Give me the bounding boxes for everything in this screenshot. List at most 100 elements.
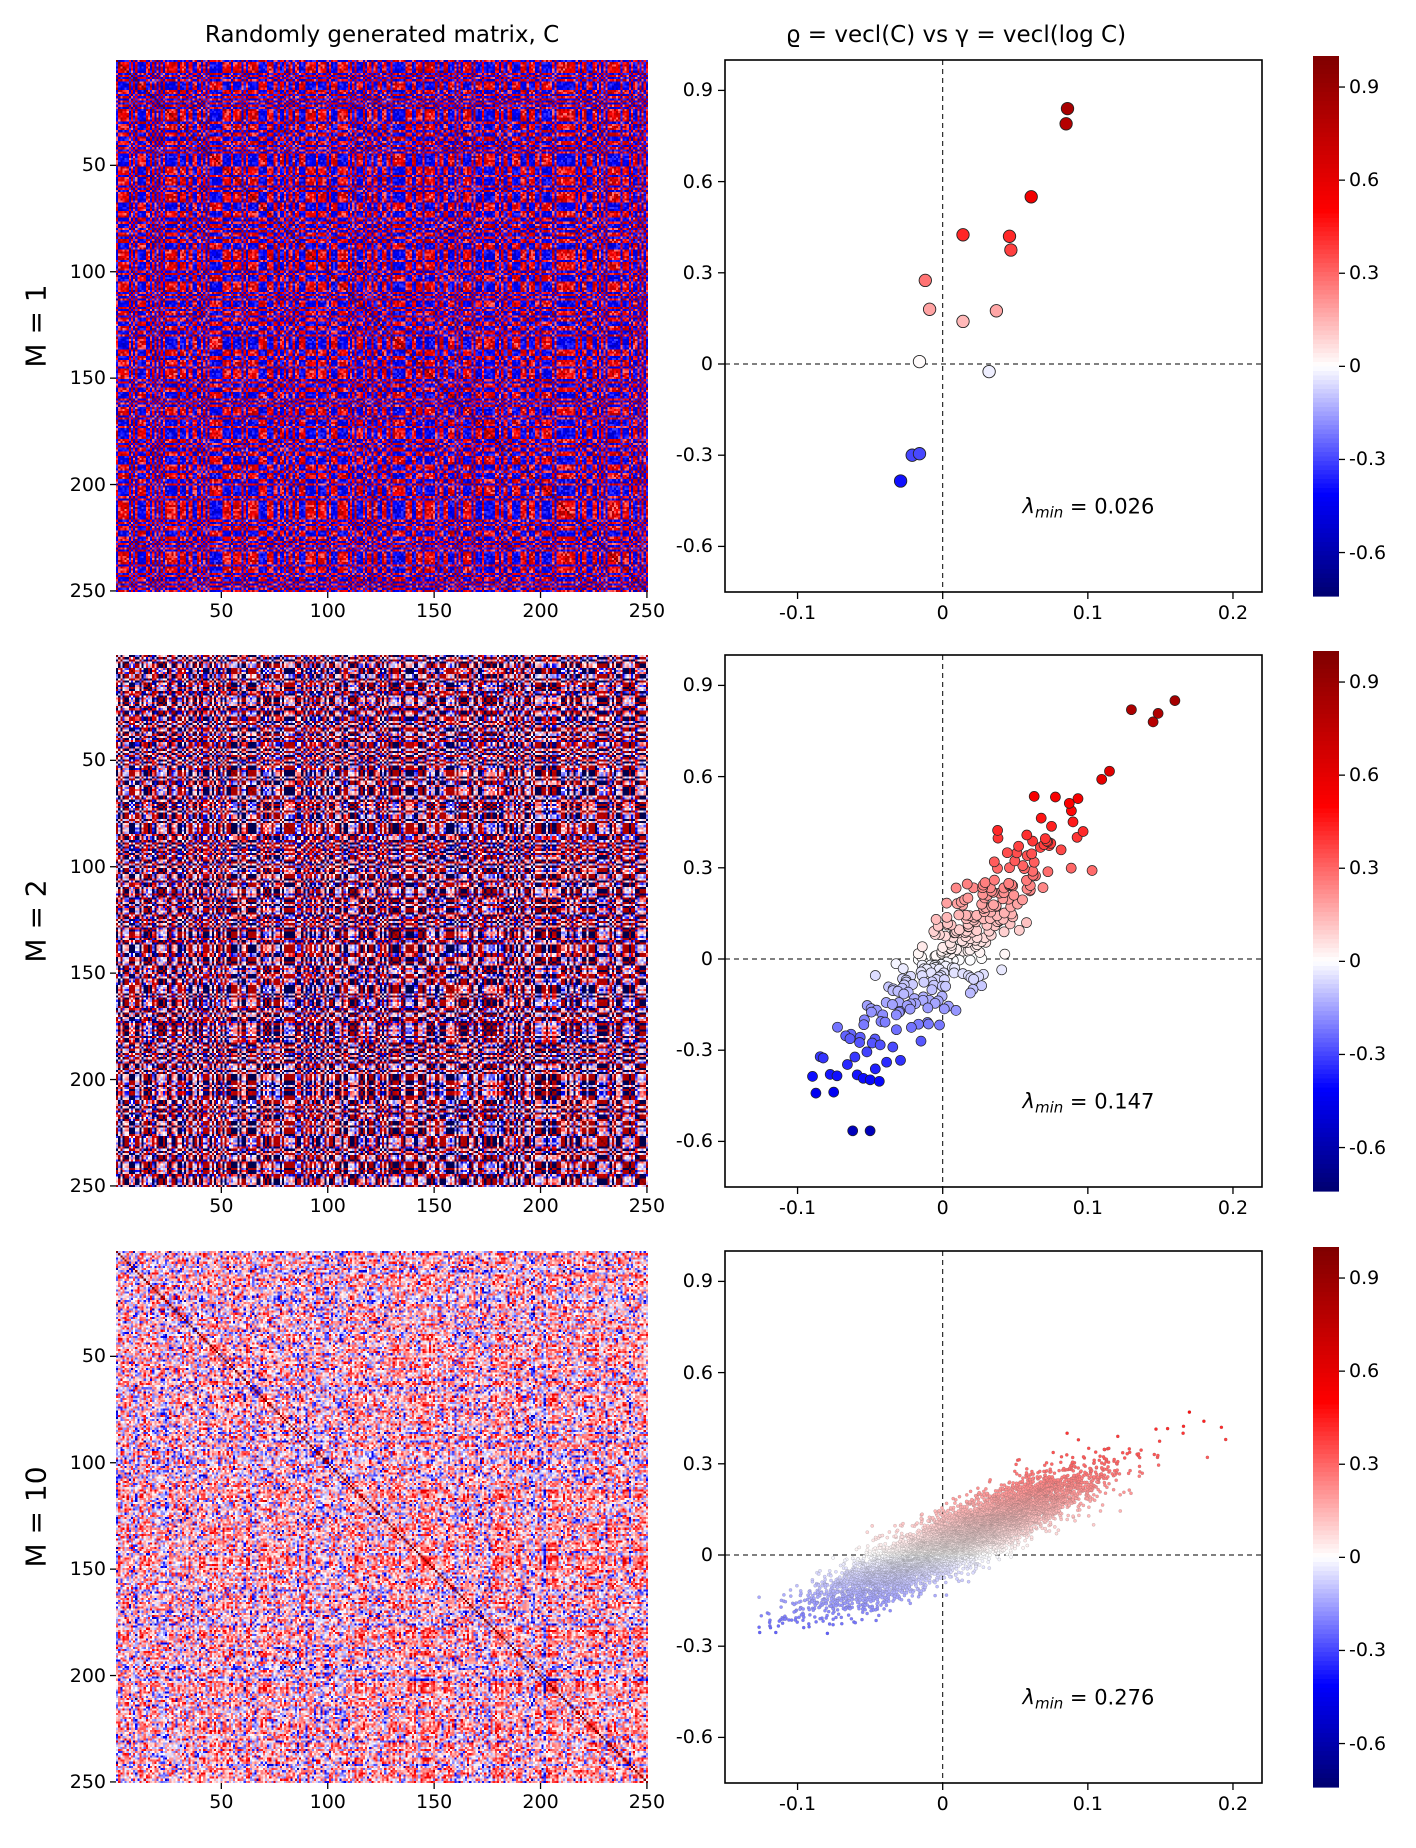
colorbar-segment bbox=[1313, 1128, 1339, 1134]
colorbar-segment bbox=[1313, 173, 1339, 179]
scatter-point bbox=[1013, 924, 1025, 936]
heatmap-3-axes bbox=[110, 1355, 648, 1789]
colorbar-segment bbox=[1313, 227, 1339, 233]
colorbar-segment bbox=[1313, 195, 1339, 201]
colorbar-segment bbox=[1313, 497, 1339, 503]
scatter-point bbox=[842, 1059, 853, 1070]
scatter-point bbox=[1013, 840, 1024, 852]
colorbar-1 bbox=[1313, 56, 1345, 597]
colorbar-segment bbox=[1313, 1092, 1339, 1098]
scatter-point bbox=[873, 1075, 885, 1087]
scatter-1 bbox=[718, 59, 1263, 599]
colorbar-segment bbox=[1313, 961, 1339, 967]
heatmap-2-axes bbox=[110, 759, 648, 1193]
heatmap-3 bbox=[116, 1251, 648, 1783]
heatmap-x-tick-label: 250 bbox=[628, 1195, 666, 1217]
scatter-point bbox=[890, 1009, 902, 1021]
colorbar-segment bbox=[1313, 934, 1339, 940]
heatmap-y-tick-label: 200 bbox=[69, 1664, 106, 1687]
colorbar-segment bbox=[1313, 402, 1339, 408]
colorbar-segment bbox=[1313, 344, 1339, 350]
colorbar-segment bbox=[1313, 515, 1339, 521]
heatmap-cells bbox=[116, 60, 648, 592]
colorbar-segment bbox=[1313, 159, 1339, 165]
scatter-point bbox=[979, 877, 991, 888]
heatmap-1 bbox=[116, 60, 648, 592]
scatter-y-tick-label: 0.6 bbox=[682, 170, 713, 193]
scatter-point bbox=[1024, 190, 1038, 204]
scatter-point bbox=[1060, 101, 1075, 116]
scatter-point bbox=[940, 980, 951, 992]
scatter-point bbox=[912, 447, 927, 461]
scatter-y-tick-label: -0.3 bbox=[675, 1039, 713, 1062]
colorbar-segment bbox=[1313, 348, 1339, 354]
row-label-2: M = 2 bbox=[19, 879, 53, 963]
scatter-point bbox=[869, 1556, 873, 1560]
heatmap-y-tick-label: 250 bbox=[69, 1770, 106, 1793]
lambda-subscript: min bbox=[1034, 1098, 1064, 1117]
scatter-point bbox=[840, 1571, 844, 1575]
scatter-point bbox=[1005, 1552, 1009, 1557]
colorbar-segment bbox=[1313, 1096, 1339, 1102]
colorbar-segment bbox=[1313, 470, 1339, 476]
colorbar-segment bbox=[1313, 326, 1339, 332]
colorbar-segment bbox=[1313, 416, 1339, 422]
colorbar-segment bbox=[1313, 96, 1339, 102]
scatter-point bbox=[930, 914, 942, 925]
colorbar-segment bbox=[1313, 1015, 1339, 1021]
heatmap-y-tick-label: 100 bbox=[69, 1451, 106, 1474]
colorbar-segment bbox=[1313, 822, 1339, 828]
scatter-y-tick-label: 0.9 bbox=[682, 79, 713, 102]
scatter-point bbox=[964, 954, 976, 966]
scatter-point bbox=[858, 1019, 870, 1031]
scatter-point bbox=[1017, 1535, 1022, 1540]
scatter-x-tick-label: -0.1 bbox=[779, 602, 817, 624]
lambda-value: = 0.147 bbox=[1063, 1089, 1155, 1114]
scatter-point bbox=[977, 1563, 982, 1567]
lambda-min-annotation: λmin = 0.147 bbox=[1023, 1090, 1155, 1117]
scatter-y-tick-label: -0.3 bbox=[675, 444, 713, 467]
colorbar-segment bbox=[1313, 1047, 1339, 1053]
scatter-point bbox=[948, 1575, 952, 1579]
colorbar-segment bbox=[1313, 799, 1339, 805]
colorbar-segment bbox=[1313, 312, 1339, 318]
colorbar-segment bbox=[1313, 844, 1339, 850]
scatter-x-tick-label: 0.2 bbox=[1217, 602, 1249, 624]
colorbar-segment bbox=[1313, 191, 1339, 197]
axes-frame bbox=[724, 654, 1263, 1188]
scatter-point bbox=[964, 987, 976, 999]
colorbar-segment bbox=[1313, 353, 1339, 359]
scatter-point bbox=[916, 941, 928, 953]
colorbar-segment bbox=[1313, 254, 1339, 260]
heatmap-cells bbox=[116, 1251, 648, 1783]
colorbar-segment bbox=[1313, 880, 1339, 886]
axes-frame bbox=[724, 59, 1263, 593]
scatter-point bbox=[977, 1556, 982, 1561]
heatmap-x-tick-label: 200 bbox=[522, 1195, 559, 1217]
colorbar-segment bbox=[1313, 69, 1339, 75]
scatter-point bbox=[1017, 894, 1028, 906]
scatter-point bbox=[968, 1565, 973, 1570]
colorbar-segment bbox=[1313, 447, 1339, 453]
colorbar-segment bbox=[1313, 1168, 1339, 1174]
scatter-point bbox=[887, 999, 898, 1010]
heatmap-x-tick-label: 50 bbox=[209, 600, 234, 622]
scatter-point bbox=[879, 1543, 883, 1547]
colorbar-segment bbox=[1313, 1150, 1339, 1156]
scatter-point bbox=[810, 1087, 822, 1099]
scatter-point bbox=[1039, 833, 1051, 844]
colorbar-segment bbox=[1313, 285, 1339, 291]
colorbar-segment bbox=[1313, 745, 1339, 751]
colorbar-segment bbox=[1313, 231, 1339, 237]
heatmap-x-tick-label: 150 bbox=[415, 1195, 453, 1217]
scatter-point bbox=[893, 1534, 898, 1538]
colorbar-segment bbox=[1313, 1123, 1339, 1129]
colorbar-segment bbox=[1313, 263, 1339, 269]
colorbar-segment bbox=[1313, 1164, 1339, 1170]
heatmap-x-tick-label: 100 bbox=[309, 1195, 346, 1217]
colorbar-segment bbox=[1313, 78, 1339, 84]
colorbar-segment bbox=[1313, 429, 1339, 435]
colorbar-segment bbox=[1313, 245, 1339, 251]
row-label-3: M = 10 bbox=[19, 1466, 53, 1568]
colorbar-tick-label: 0 bbox=[1349, 355, 1362, 378]
